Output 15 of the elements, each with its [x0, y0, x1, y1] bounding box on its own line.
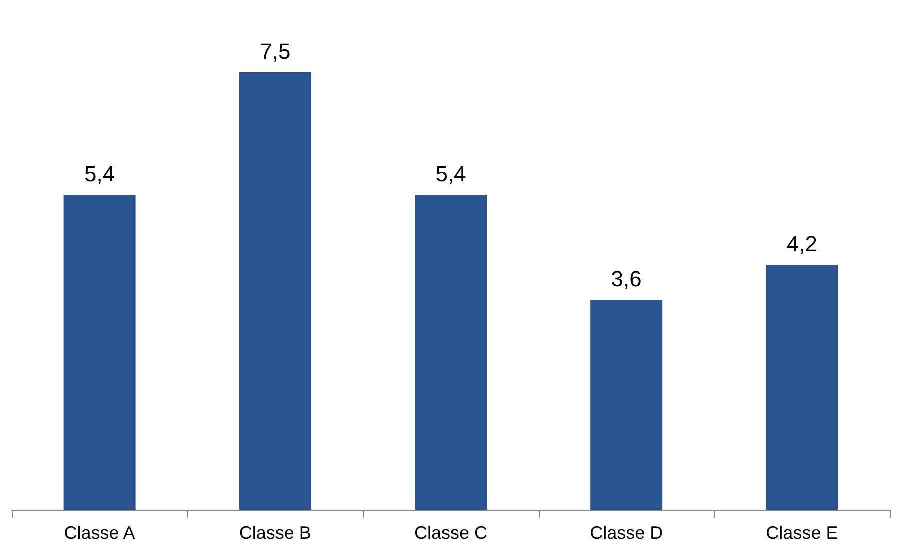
- data-label: 3,6: [611, 266, 642, 292]
- data-label: 5,4: [436, 162, 466, 186]
- x-tick-label: Classe E: [766, 523, 838, 543]
- data-label: 4,2: [786, 232, 818, 256]
- x-tick-label: Classe A: [64, 523, 136, 543]
- bar: [415, 195, 487, 510]
- bar: [590, 300, 663, 510]
- x-tick-label: Classe B: [239, 523, 312, 543]
- x-tick-label: Classe C: [414, 523, 488, 543]
- x-tick-label: Classe D: [590, 523, 664, 543]
- data-label: 7,5: [260, 39, 291, 64]
- bar: [239, 72, 312, 510]
- data-label: 5,4: [84, 162, 116, 186]
- bar: [64, 195, 136, 510]
- bar: [766, 265, 838, 510]
